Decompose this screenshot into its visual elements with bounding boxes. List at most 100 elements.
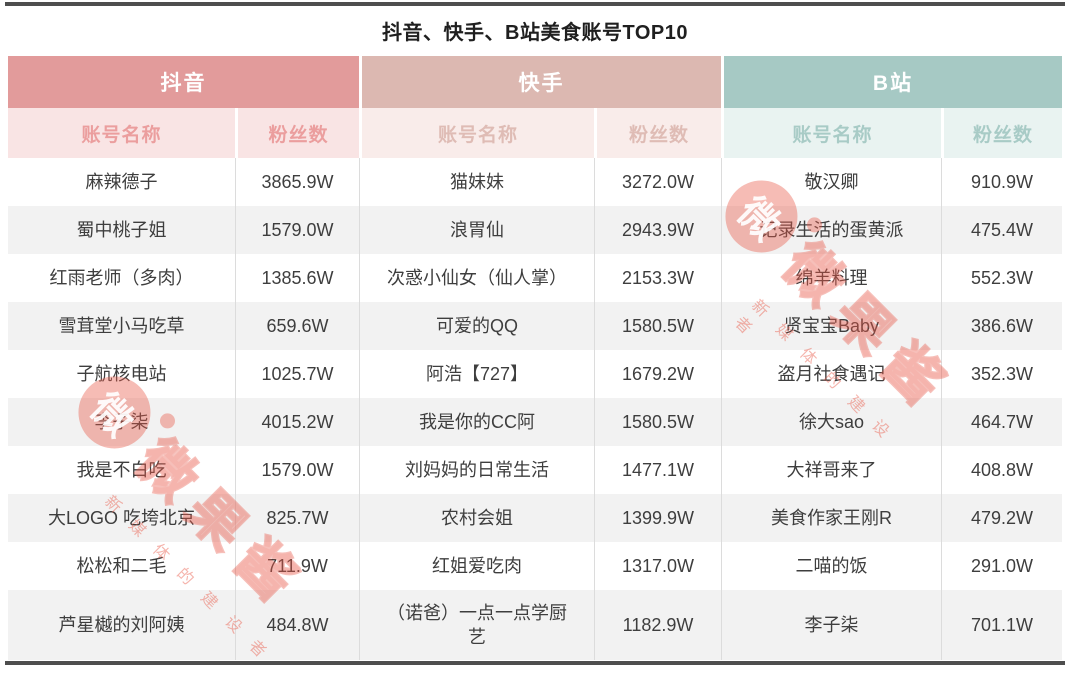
account-name-cell: （诺爸）一点一点学厨艺 (359, 590, 594, 660)
cell-text: 李子柒 (94, 412, 149, 432)
fans-count-cell: 1025.7W (235, 350, 359, 398)
cell-text: 盗月社食遇记 (777, 364, 886, 384)
cell-text: 479.2W (970, 508, 1034, 528)
cell-text: 1580.5W (621, 412, 695, 432)
fans-count-cell: 1399.9W (594, 494, 721, 542)
cell-text: 3865.9W (261, 172, 334, 192)
account-name-cell: 敬汉卿 (721, 158, 941, 206)
platform-header-bilibili: B站 (721, 56, 1062, 108)
column-header-account-name: 账号名称 (359, 108, 594, 158)
fans-count-cell: 1579.0W (235, 206, 359, 254)
column-header-fans: 粉丝数 (941, 108, 1062, 158)
fans-count-cell: 408.8W (941, 446, 1062, 494)
cell-text: 浪胃仙 (450, 220, 504, 240)
cell-text: 659.6W (266, 316, 329, 336)
cell-text: 4015.2W (261, 412, 334, 432)
fans-count-cell: 291.0W (941, 542, 1062, 590)
bottom-rule (5, 661, 1065, 665)
fans-count-cell: 1580.5W (594, 398, 721, 446)
account-name-cell: 浪胃仙 (359, 206, 594, 254)
cell-text: 我是不白吃 (76, 460, 167, 480)
cell-text: 352.3W (970, 364, 1034, 384)
account-name-cell: 美食作家王刚R (721, 494, 941, 542)
column-header-fans: 粉丝数 (594, 108, 721, 158)
column-header-fans: 粉丝数 (235, 108, 359, 158)
cell-text: 松松和二毛 (76, 556, 167, 576)
cell-text: 芦星樾的刘阿姨 (58, 615, 185, 635)
cell-text: 绵羊料理 (795, 268, 868, 288)
account-name-cell: 蜀中桃子姐 (8, 206, 235, 254)
account-name-cell: 阿浩【727】 (359, 350, 594, 398)
cell-text: 552.3W (970, 268, 1034, 288)
cell-text: 蜀中桃子姐 (76, 220, 167, 240)
fans-count-cell: 386.6W (941, 302, 1062, 350)
cell-text: 1579.0W (261, 460, 334, 480)
fans-count-cell: 1317.0W (594, 542, 721, 590)
account-name-cell: 我是你的CC阿 (359, 398, 594, 446)
account-name-cell: 雪茸堂小马吃草 (8, 302, 235, 350)
account-name-cell: 麻辣德子 (8, 158, 235, 206)
account-name-cell: 农村会姐 (359, 494, 594, 542)
fans-count-cell: 711.9W (235, 542, 359, 590)
cell-text: 1580.5W (621, 316, 695, 336)
fans-count-cell: 1679.2W (594, 350, 721, 398)
cell-text: 711.9W (267, 556, 328, 576)
fans-count-cell: 1477.1W (594, 446, 721, 494)
column-header-account-name: 账号名称 (8, 108, 235, 158)
fans-count-cell: 479.2W (941, 494, 1062, 542)
cell-text: 475.4W (970, 220, 1034, 240)
account-name-cell: 李子柒 (721, 590, 941, 660)
cell-text: 农村会姐 (441, 508, 513, 528)
account-name-cell: 次惑小仙女（仙人掌） (359, 254, 594, 302)
fans-count-cell: 825.7W (235, 494, 359, 542)
page-title: 抖音、快手、B站美食账号TOP10 (382, 22, 688, 44)
cell-text: 2153.3W (621, 268, 695, 288)
cell-text: 二喵的饭 (795, 556, 868, 576)
account-name-cell: 猫妹妹 (359, 158, 594, 206)
cell-text: 408.8W (970, 460, 1034, 480)
cell-text: 麻辣德子 (85, 172, 158, 192)
cell-text: 大祥哥来了 (786, 460, 877, 480)
cell-text: 1679.2W (621, 364, 695, 384)
account-name-cell: 二喵的饭 (721, 542, 941, 590)
account-name-cell: 贤宝宝Baby (721, 302, 941, 350)
cell-text: 雪茸堂小马吃草 (58, 316, 185, 336)
fans-count-cell: 475.4W (941, 206, 1062, 254)
fans-count-cell: 3865.9W (235, 158, 359, 206)
account-name-cell: 盗月社食遇记 (721, 350, 941, 398)
cell-text: 刘妈妈的日常生活 (405, 460, 549, 480)
cell-text: 464.7W (970, 412, 1034, 432)
cell-text: 825.7W (266, 508, 329, 528)
fans-count-cell: 910.9W (941, 158, 1062, 206)
account-name-cell: 红雨老师（多肉） (8, 254, 235, 302)
cell-text: 美食作家王刚R (771, 508, 892, 528)
cell-text: 猫妹妹 (450, 172, 504, 192)
fans-count-cell: 1385.6W (235, 254, 359, 302)
account-name-cell: 可爱的QQ (359, 302, 594, 350)
cell-text: 贤宝宝Baby (783, 316, 880, 336)
cell-text: 386.6W (970, 316, 1034, 336)
cell-text: 1025.7W (261, 364, 334, 384)
fans-count-cell: 1182.9W (594, 590, 721, 660)
account-name-cell: 大祥哥来了 (721, 446, 941, 494)
cell-text: 3272.0W (621, 172, 695, 192)
cell-text: 1477.1W (621, 460, 695, 480)
account-name-cell: 子航核电站 (8, 350, 235, 398)
cell-text: 子航核电站 (76, 364, 167, 384)
cell-text: 910.9W (970, 172, 1034, 192)
account-name-cell: 李子柒 (8, 398, 235, 446)
cell-text: 484.8W (266, 615, 329, 635)
cell-text: 1385.6W (261, 268, 334, 288)
fans-count-cell: 1579.0W (235, 446, 359, 494)
fans-count-cell: 552.3W (941, 254, 1062, 302)
account-name-cell: 刘妈妈的日常生活 (359, 446, 594, 494)
cell-text: 徐大sao (798, 412, 865, 432)
fans-count-cell: 3272.0W (594, 158, 721, 206)
fans-count-cell: 464.7W (941, 398, 1062, 446)
cell-text: 可爱的QQ (435, 316, 518, 336)
cell-text: 敬汉卿 (804, 172, 859, 192)
cell-text: 红雨老师（多肉） (49, 268, 194, 288)
platform-header-douyin: 抖音 (8, 56, 359, 108)
platform-header-kuaishou: 快手 (359, 56, 721, 108)
